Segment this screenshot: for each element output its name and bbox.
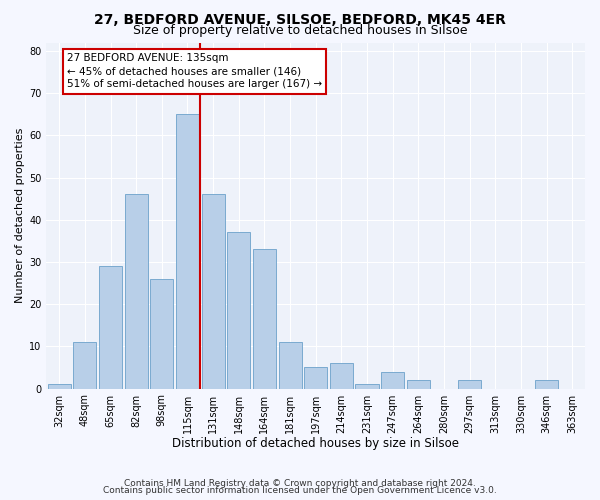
Bar (278, 342, 302, 388)
Bar (535, 380, 558, 388)
Text: Contains HM Land Registry data © Crown copyright and database right 2024.: Contains HM Land Registry data © Crown c… (124, 478, 476, 488)
Bar (355, 384, 379, 388)
Bar (125, 194, 148, 388)
Bar (202, 194, 224, 388)
Bar (381, 372, 404, 388)
Text: 27 BEDFORD AVENUE: 135sqm
← 45% of detached houses are smaller (146)
51% of semi: 27 BEDFORD AVENUE: 135sqm ← 45% of detac… (67, 53, 322, 90)
Text: 27, BEDFORD AVENUE, SILSOE, BEDFORD, MK45 4ER: 27, BEDFORD AVENUE, SILSOE, BEDFORD, MK4… (94, 12, 506, 26)
Bar (227, 232, 250, 388)
Bar (73, 342, 97, 388)
Bar (407, 380, 430, 388)
Text: Contains public sector information licensed under the Open Government Licence v3: Contains public sector information licen… (103, 486, 497, 495)
Bar (99, 266, 122, 388)
Bar (150, 279, 173, 388)
Bar (330, 364, 353, 388)
Y-axis label: Number of detached properties: Number of detached properties (15, 128, 25, 303)
Bar (458, 380, 481, 388)
Bar (47, 384, 71, 388)
Bar (304, 368, 327, 388)
Bar (253, 250, 276, 388)
Bar (176, 114, 199, 388)
Text: Size of property relative to detached houses in Silsoe: Size of property relative to detached ho… (133, 24, 467, 37)
X-axis label: Distribution of detached houses by size in Silsoe: Distribution of detached houses by size … (172, 437, 459, 450)
